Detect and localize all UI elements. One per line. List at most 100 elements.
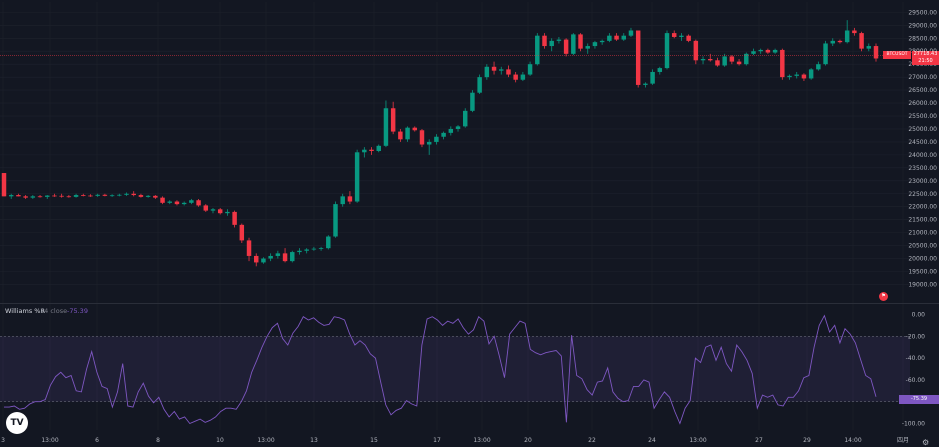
price-tick-label: 23000.00 — [908, 178, 937, 185]
candle-body — [700, 59, 706, 61]
symbol-price-tag: BTCUSDT — [883, 51, 911, 59]
time-tick-label: 24 — [648, 437, 656, 444]
time-tick-label: 15 — [370, 437, 378, 444]
flag-icon[interactable]: ⚑ — [879, 292, 888, 301]
candle-body — [729, 56, 735, 62]
candle-body — [282, 253, 288, 262]
candle-body — [232, 211, 237, 225]
candle-body — [484, 66, 490, 78]
candle-body — [873, 46, 879, 59]
candle-body — [751, 51, 756, 54]
candle-body — [571, 34, 576, 54]
candle-body — [448, 128, 454, 133]
candle-body — [398, 131, 403, 140]
wr-tick-label: -40.00 — [906, 355, 926, 362]
candle-body — [621, 35, 627, 40]
candle-body — [66, 196, 72, 198]
candle-body — [434, 136, 439, 142]
price-tick-label: 29000.00 — [908, 22, 937, 29]
candle-body — [628, 30, 634, 36]
candle-body — [362, 149, 367, 153]
price-tick-label: 23500.00 — [908, 165, 937, 172]
candle-body — [253, 255, 259, 263]
candle-body — [95, 194, 100, 196]
tradingview-logo-icon[interactable]: TV — [6, 412, 28, 434]
candle-body — [477, 77, 482, 93]
candle-body — [758, 49, 763, 52]
candle-body — [354, 152, 360, 202]
candle-body — [837, 40, 843, 43]
candle-body — [102, 194, 108, 196]
wr-tick-label: -60.00 — [906, 377, 926, 384]
candle-body — [405, 127, 410, 140]
overbought-oversold-band — [0, 336, 910, 402]
candle-body — [174, 201, 180, 205]
candle-body — [239, 224, 245, 241]
price-tick-label: 19000.00 — [908, 281, 937, 288]
candle-body — [225, 211, 230, 214]
candle-body — [592, 42, 598, 47]
candle-body — [715, 60, 720, 66]
settings-gear-icon[interactable]: ⚙ — [922, 438, 930, 447]
candle-body — [131, 193, 136, 196]
candle-body — [203, 205, 209, 211]
time-tick-label: 10 — [216, 437, 224, 444]
candle-body — [109, 195, 115, 197]
wr-tick-label: -100.00 — [902, 420, 925, 427]
candlestick-series — [1, 20, 879, 267]
candle-body — [419, 130, 425, 145]
candle-body — [275, 253, 281, 256]
candle-body — [650, 71, 655, 84]
price-tick-label: 26000.00 — [908, 100, 937, 107]
time-tick-label: 13:00 — [41, 437, 58, 444]
candle-body — [426, 141, 432, 145]
candle-body — [455, 126, 461, 129]
candle-body — [506, 69, 511, 75]
price-tick-label: 20000.00 — [908, 256, 937, 263]
time-tick-label: 四月 — [897, 437, 909, 444]
candle-body — [189, 200, 194, 203]
candle-body — [268, 255, 273, 259]
time-tick-label: 14:00 — [844, 437, 861, 444]
candle-body — [81, 195, 86, 196]
time-tick-label: 8 — [156, 437, 160, 444]
candle-body — [736, 61, 742, 65]
price-tick-label: 24500.00 — [908, 139, 937, 146]
candle-body — [261, 258, 266, 263]
price-tick-label: 20500.00 — [908, 243, 937, 250]
candle-body — [217, 209, 223, 214]
candle-body — [290, 252, 295, 262]
candle-body — [527, 64, 533, 75]
time-axis[interactable]: 3 13:00 6 8 10 13:00 13 15 17 13:00 20 22 24 13:00 27 2… — [1, 437, 909, 444]
candle-body — [556, 39, 562, 41]
candle-body — [412, 127, 418, 131]
candle-body — [686, 35, 691, 41]
candle-body — [117, 194, 122, 196]
candle-body — [499, 69, 504, 71]
candle-body — [823, 43, 828, 65]
indicator-params[interactable]: 14 close — [40, 307, 67, 315]
candle-body — [376, 145, 381, 151]
candle-body — [124, 193, 129, 195]
candle-body — [657, 68, 663, 72]
candle-body — [808, 69, 814, 79]
candle-body — [578, 34, 583, 49]
candle-body — [535, 35, 540, 65]
candle-body — [607, 35, 612, 41]
price-tick-label: 26500.00 — [908, 87, 937, 94]
time-tick-label: 13:00 — [689, 437, 706, 444]
williams-r-pane — [0, 314, 910, 425]
price-tick-label: 25000.00 — [908, 126, 937, 133]
candle-body — [679, 35, 684, 37]
candle-body — [787, 75, 792, 78]
indicator-title[interactable]: Williams %R — [5, 307, 45, 315]
candle-body — [859, 33, 864, 49]
price-tick-label: 25500.00 — [908, 113, 937, 120]
candle-body — [383, 108, 389, 146]
price-tick-label: 24000.00 — [908, 152, 937, 159]
candle-body — [45, 195, 50, 197]
candle-body — [765, 49, 771, 53]
candle-body — [304, 249, 309, 251]
candle-body — [246, 240, 252, 256]
